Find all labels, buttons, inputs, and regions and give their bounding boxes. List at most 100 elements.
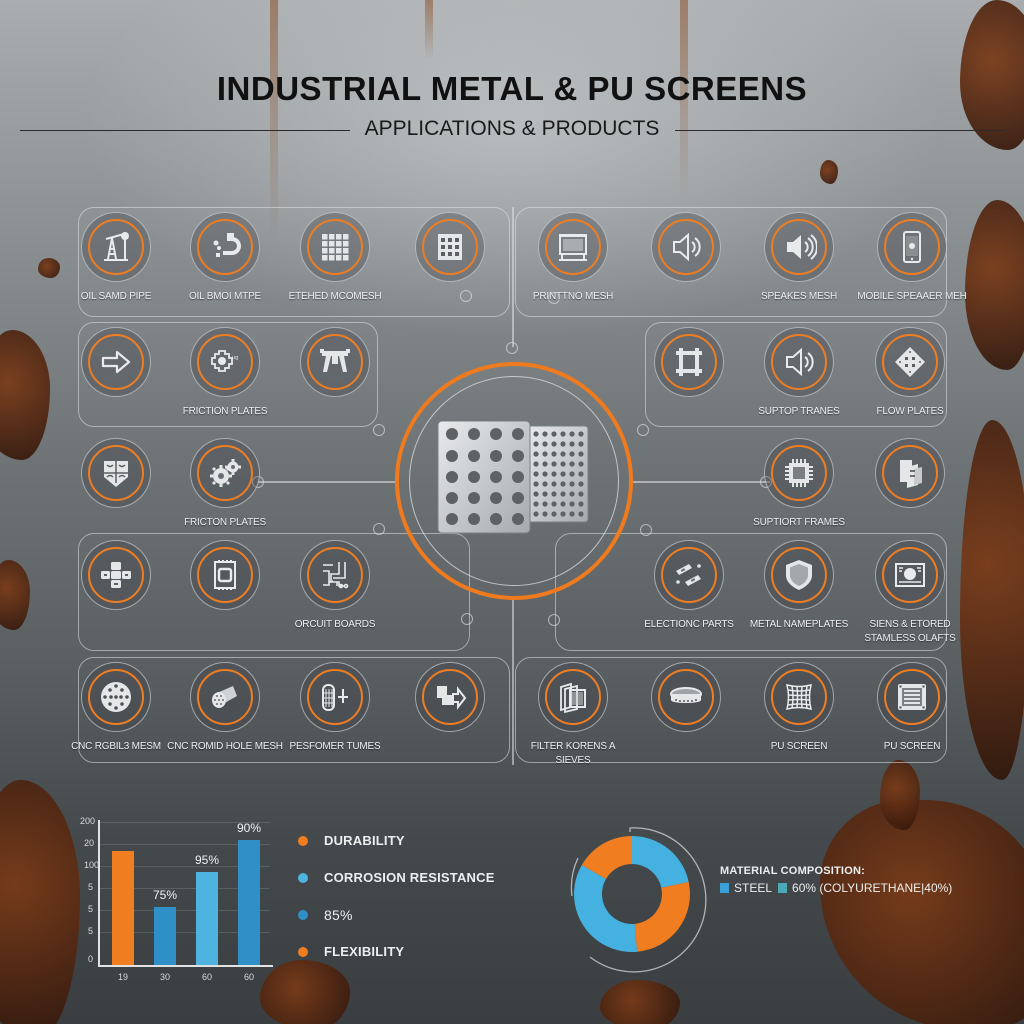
badge	[877, 662, 947, 732]
product-machine-arrow[interactable]	[390, 662, 510, 740]
svg-text:ug: ug	[232, 355, 238, 361]
product-perforated-tubes[interactable]: PESFOMER TUMES	[275, 662, 395, 754]
product-oil-sand-pipe[interactable]: OIL SAMD PIPE	[56, 212, 176, 304]
donut-guide-arc	[589, 827, 707, 973]
badge	[300, 212, 370, 282]
product-shield-crest[interactable]	[56, 438, 176, 516]
legend-dot-orange	[298, 835, 308, 846]
product-speaker-outline[interactable]	[626, 212, 746, 290]
product-etched-micromesh[interactable]: ETEHED MCOMESH	[275, 212, 395, 304]
product-printing-mesh[interactable]: PRINTTNO MESH	[513, 212, 633, 304]
panel-bottom-left	[78, 657, 510, 763]
donut-slice-orange-1	[634, 881, 690, 952]
chart-legend: DURABILITY CORROSION RESISTANCE 85% FLEX…	[298, 822, 495, 970]
product-microchip[interactable]	[165, 540, 285, 618]
donut-slice-blue-1	[632, 836, 689, 888]
badge	[415, 662, 485, 732]
product-support-frames-speaker[interactable]: SUPTOP TRANES	[739, 327, 859, 419]
bar-2	[154, 907, 176, 965]
gridline	[100, 888, 270, 889]
product-pu-screen-panel[interactable]: PU SCREEN	[852, 662, 972, 754]
connector-node	[461, 613, 473, 625]
product-cnc-round-mesh[interactable]: CNC RGBIL3 MESM	[56, 662, 176, 754]
microscope-lab-icon	[213, 233, 241, 257]
product-suptiort-frames[interactable]: SUPTIORT FRAMES	[739, 438, 859, 530]
product-flow-plates[interactable]: FLOW PLATES	[850, 327, 970, 419]
friction-plate-gear-icon: ug	[211, 350, 238, 372]
shield-nameplate-icon	[786, 560, 812, 590]
product-oil-bmoi-mtpe[interactable]: OIL BMOI MTPE	[165, 212, 285, 304]
mobile-phone-icon	[903, 231, 921, 263]
gears-icon	[210, 459, 241, 487]
gridline	[100, 844, 270, 845]
bar-3-value: 95%	[194, 853, 220, 867]
panel-top-right	[515, 207, 947, 317]
connector-left-mid	[258, 481, 398, 483]
gridline	[100, 932, 270, 933]
product-friction-plates[interactable]: ug FRICTION PLATES	[165, 327, 285, 419]
framed-grid-icon	[438, 234, 462, 260]
page-title: INDUSTRIAL METAL & PU SCREENS	[216, 70, 808, 107]
badge	[764, 662, 834, 732]
product-support-frame[interactable]	[629, 327, 749, 405]
badge	[877, 212, 947, 282]
badge: ug	[190, 327, 260, 397]
badge	[190, 212, 260, 282]
product-speaker-mesh[interactable]: SPEAKES MESH	[739, 212, 859, 304]
donut-slice-blue-2	[574, 865, 638, 953]
donut-chart	[560, 826, 710, 976]
etched-plate-icon	[895, 563, 925, 587]
product-connector-blocks[interactable]	[56, 540, 176, 618]
product-framed-grid[interactable]	[390, 212, 510, 290]
product-filter-screens-sieves[interactable]: FILTER KORENS A SIEVES	[513, 662, 633, 768]
connector-node	[637, 424, 649, 436]
legend-item-corrosion: CORROSION RESISTANCE	[298, 859, 495, 896]
product-pu-screen-curved[interactable]: PU SCREEN	[739, 662, 859, 754]
legend-dot-orange	[298, 946, 308, 957]
legend-item-durability: DURABILITY	[298, 822, 495, 859]
legend-item-flexibility: FLEXIBILITY	[298, 933, 495, 970]
connector-center-bottom	[512, 600, 514, 765]
connector-node	[640, 524, 652, 536]
arrow-right-icon	[101, 350, 131, 374]
badge	[538, 212, 608, 282]
diamond-flow-plate-icon	[895, 347, 925, 377]
material-composition: MATERIAL COMPOSITION: STEEL 60% (COLYURE…	[720, 865, 953, 895]
badge	[190, 540, 260, 610]
support-frame-icon	[676, 348, 702, 376]
badge	[190, 438, 260, 508]
product-arrow[interactable]	[56, 327, 176, 405]
product-cnc-round-hole-mesh[interactable]: CNC ROMID HOLE MESH	[165, 662, 285, 754]
central-hub	[395, 362, 633, 600]
bracket-frame-icon	[320, 349, 350, 372]
badge	[764, 327, 834, 397]
panel-row2-right	[645, 322, 947, 427]
badge	[538, 662, 608, 732]
badge	[81, 438, 151, 508]
product-round-sieve[interactable]	[626, 662, 746, 740]
speaker-outline-icon	[786, 347, 814, 377]
badge	[300, 662, 370, 732]
grid-mesh-icon	[322, 234, 349, 261]
product-signs-etched-stainless[interactable]: SIENS & ETORED STAMLESS OLAFTS	[850, 540, 970, 646]
badge	[654, 327, 724, 397]
badge	[300, 327, 370, 397]
oil-pump-jack-icon	[104, 232, 129, 261]
hub-inner-ring	[409, 376, 619, 586]
bar-4	[238, 840, 260, 965]
product-fricton-plates[interactable]: FRICTON PLATES	[165, 438, 285, 530]
machine-arrow-icon	[437, 686, 467, 710]
slotted-screen-panel-icon	[898, 684, 926, 710]
connector-node	[548, 292, 560, 304]
legend-dot-light-blue	[298, 872, 308, 883]
product-metal-nameplates[interactable]: METAL NAMEPLATES	[739, 540, 859, 632]
badge	[764, 212, 834, 282]
panel-row2-left	[78, 322, 378, 427]
panel-row4-left	[78, 533, 470, 651]
product-circuit-boards[interactable]: ORCUIT BOARDS	[275, 540, 395, 632]
product-electronic-parts[interactable]: ELECTIONC PARTS	[629, 540, 749, 632]
connector-node	[460, 290, 472, 302]
product-cabinet-panels[interactable]	[850, 438, 970, 516]
product-mobile-speaker-mesh[interactable]: MOBILE SPEAAER MEH	[852, 212, 972, 304]
product-bracket-frame[interactable]	[275, 327, 395, 405]
